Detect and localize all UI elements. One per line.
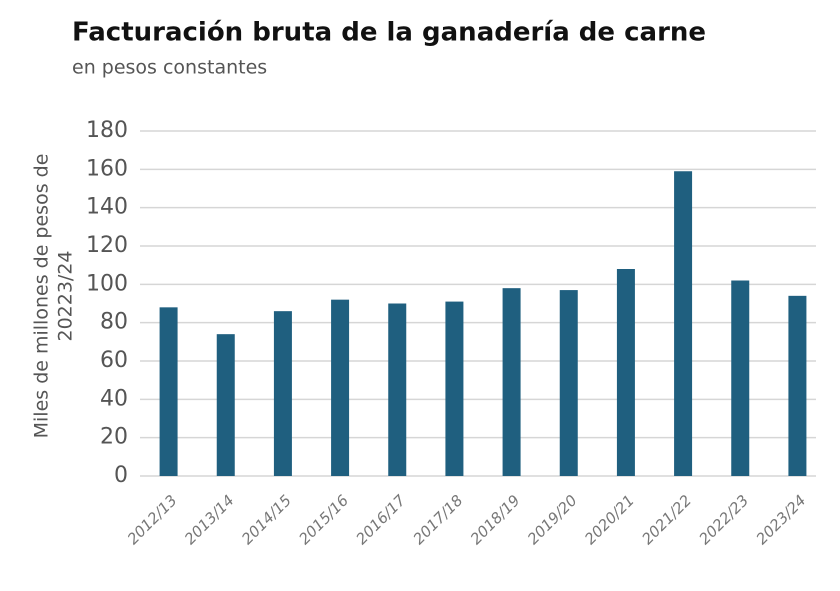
chart-title: Facturación bruta de la ganadería de car… [72, 18, 706, 48]
bar [445, 301, 464, 476]
y-tick-label: 0 [114, 463, 128, 488]
x-tick-label: 2017/18 [410, 491, 467, 548]
x-tick-label: 2019/20 [524, 491, 581, 548]
y-tick-label: 160 [86, 156, 128, 181]
bar [273, 311, 292, 476]
bar [616, 269, 635, 476]
bar [159, 307, 178, 476]
chart-subtitle: en pesos constantes [72, 57, 267, 79]
x-tick-label: 2013/14 [181, 491, 238, 548]
bar [388, 303, 407, 476]
bar [502, 288, 521, 476]
x-tick-label: 2016/17 [352, 491, 409, 548]
bar [731, 280, 750, 476]
bar [559, 290, 578, 476]
y-axis-label-line: Miles de millones de pesos de [31, 154, 53, 439]
bar [331, 299, 350, 476]
x-tick-label: 2014/15 [238, 491, 295, 548]
y-tick-label: 120 [86, 233, 128, 258]
y-tick-label: 20 [100, 425, 128, 450]
x-tick-label: 2022/23 [695, 491, 752, 548]
y-axis-label: Miles de millones de pesos de 20223/24 [31, 154, 77, 439]
y-axis-label-line: 20223/24 [55, 250, 77, 341]
x-tick-label: 2021/22 [638, 491, 695, 548]
x-tick-label: 2018/19 [467, 491, 524, 548]
x-tick-label: 2023/24 [753, 491, 810, 548]
y-tick-label: 80 [100, 310, 128, 335]
y-tick-label: 100 [86, 271, 128, 296]
y-tick-label: 140 [86, 195, 128, 220]
x-tick-label: 2015/16 [295, 491, 352, 548]
bar [788, 295, 807, 476]
bar [216, 334, 235, 476]
y-tick-label: 180 [86, 118, 128, 143]
bar [674, 171, 693, 476]
y-tick-label: 60 [100, 348, 128, 373]
x-tick-label: 2020/21 [581, 491, 638, 548]
x-tick-label: 2012/13 [124, 491, 181, 548]
y-tick-label: 40 [100, 386, 128, 411]
